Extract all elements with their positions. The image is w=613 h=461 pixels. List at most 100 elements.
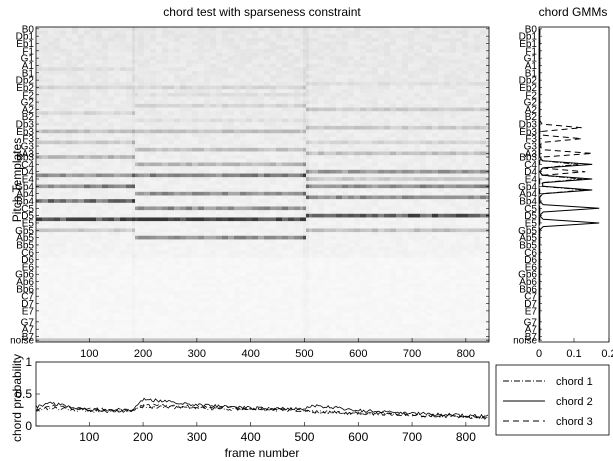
heatmap-cell (420, 114, 424, 119)
heatmap-cell (201, 52, 205, 57)
heatmap-cell (150, 41, 154, 46)
heatmap-cell (420, 129, 424, 134)
heatmap-cell (93, 140, 97, 145)
heatmap-cell (222, 56, 226, 61)
heatmap-cell (147, 78, 151, 83)
heatmap-cell (279, 70, 283, 75)
heatmap-cell (414, 48, 418, 53)
heatmap-cell (312, 74, 316, 79)
heatmap-cell (150, 129, 154, 134)
heatmap-cell (447, 74, 451, 79)
heatmap-cell (324, 89, 328, 94)
heatmap-cell (96, 129, 100, 134)
heatmap-cell (462, 67, 466, 72)
heatmap-cell (321, 67, 325, 72)
heatmap-cell (366, 70, 370, 75)
heatmap-cell (408, 34, 412, 39)
heatmap-cell (339, 103, 343, 108)
heatmap-cell (465, 59, 469, 64)
heatmap-cell (123, 67, 127, 72)
heatmap-cell (99, 92, 103, 97)
heatmap-cell (282, 48, 286, 53)
heatmap-cell (69, 56, 73, 61)
heatmap-cell (204, 125, 208, 130)
heatmap-cell (243, 34, 247, 39)
heatmap-cell (90, 74, 94, 79)
heatmap-cell (228, 144, 232, 149)
heatmap-cell (69, 85, 73, 90)
heatmap-cell (177, 107, 181, 112)
heatmap-cell (309, 78, 313, 83)
heatmap-cell (321, 92, 325, 97)
heatmap-cell (369, 122, 373, 127)
heatmap-cell (372, 52, 376, 57)
heatmap-cell (63, 34, 67, 39)
heatmap-cell (51, 70, 55, 75)
heatmap-cell (423, 144, 427, 149)
heatmap-cell (75, 52, 79, 57)
heatmap-cell (75, 34, 79, 39)
heatmap-cell (444, 41, 448, 46)
heatmap-cell (357, 118, 361, 123)
heatmap-cell (195, 37, 199, 42)
heatmap-cell (285, 85, 289, 90)
heatmap-cell (468, 56, 472, 61)
heatmap-cell (129, 140, 133, 145)
heatmap-cell (135, 52, 139, 57)
heatmap-cell (168, 27, 172, 31)
heatmap-cell (432, 59, 436, 64)
heatmap-cell (420, 136, 424, 141)
heatmap-cell (84, 45, 88, 50)
heatmap-cell (354, 114, 358, 119)
heatmap-cell (333, 56, 337, 61)
heatmap-cell (174, 96, 178, 101)
heatmap-cell (123, 96, 127, 101)
heatmap-cell (240, 122, 244, 127)
heatmap-cell (102, 136, 106, 141)
heatmap-cell (60, 125, 64, 130)
heatmap-cell (258, 56, 262, 61)
heatmap-cell (435, 92, 439, 97)
heatmap-cell (387, 56, 391, 61)
heatmap-cell (273, 103, 277, 108)
heatmap-cell (363, 140, 367, 145)
heatmap-cell (255, 118, 259, 123)
heatmap-cell (120, 78, 124, 83)
heatmap-cell (390, 133, 394, 138)
heatmap-cell (300, 67, 304, 72)
heatmap-cell (57, 34, 61, 39)
heatmap-cell (378, 41, 382, 46)
heatmap-cell (483, 133, 487, 138)
heatmap-cell (291, 59, 295, 64)
heatmap-cell (243, 74, 247, 79)
heatmap-cell (147, 118, 151, 123)
heatmap-cell (264, 114, 268, 119)
heatmap-cell (135, 56, 139, 61)
heatmap-cell (285, 48, 289, 53)
heatmap-cell (156, 140, 160, 145)
heatmap-cell (117, 122, 121, 127)
heatmap-cell (462, 74, 466, 79)
heatmap-cell (291, 70, 295, 75)
heatmap-cell (135, 125, 139, 130)
heatmap-cell (351, 67, 355, 72)
heatmap-cell (69, 111, 73, 116)
heatmap-cell (195, 118, 199, 123)
heatmap-cell (171, 100, 175, 105)
heatmap-cell (240, 114, 244, 119)
heatmap-cell (339, 30, 343, 35)
heatmap-cell (66, 74, 70, 79)
heatmap-cell (45, 129, 49, 134)
heatmap-cell (360, 118, 364, 123)
heatmap-cell (99, 89, 103, 94)
heatmap-cell (420, 67, 424, 72)
heatmap-cell (165, 144, 169, 149)
heatmap-cell (300, 136, 304, 141)
heatmap-cell (111, 70, 115, 75)
heatmap-cell (177, 118, 181, 123)
heatmap-cell (42, 140, 46, 145)
heatmap-cell (381, 30, 385, 35)
heatmap-cell (57, 136, 61, 141)
heatmap-cell (180, 107, 184, 112)
heatmap-cell (327, 144, 331, 149)
